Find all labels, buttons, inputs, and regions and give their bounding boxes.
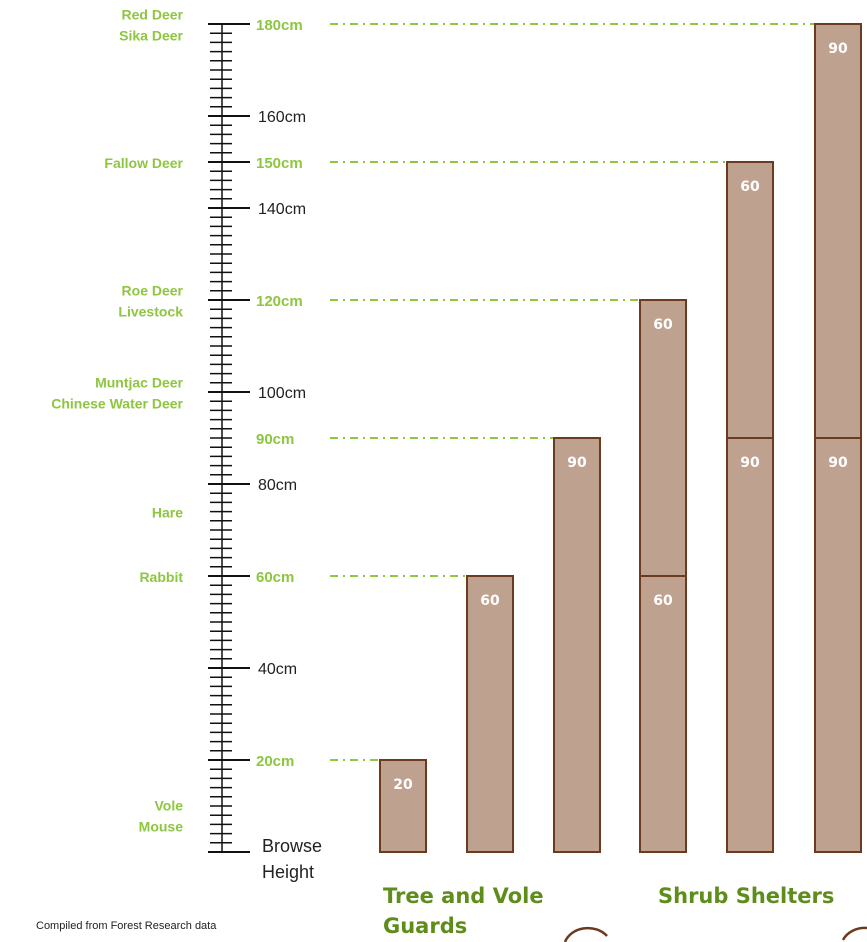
segment-value-label: 90 <box>828 455 848 471</box>
guard-segment <box>814 437 862 853</box>
guard-columns: 20 60 90 60 60 90 60 90 90 <box>379 23 862 853</box>
scale-label: 40cm <box>258 661 297 678</box>
segment-value-label: 60 <box>653 593 673 609</box>
segment-value-label: 90 <box>567 455 587 471</box>
threshold-label: 150cm <box>256 155 303 172</box>
guard-segment <box>726 161 774 439</box>
threshold-label: 180cm <box>256 17 303 34</box>
animal-label: Red Deer <box>122 7 184 23</box>
tree-guards-heading-line-2: Guards <box>383 914 467 938</box>
cropped-circle-decoration <box>563 926 608 942</box>
scale-labels: 160cm 140cm 100cm 80cm 40cm Browse Height 180cm… <box>256 17 322 882</box>
guard-segment <box>553 437 601 853</box>
animal-label: Hare <box>152 505 183 521</box>
animal-label: Roe Deer <box>122 283 184 299</box>
height-ruler <box>208 23 250 853</box>
scale-label: 160cm <box>258 109 306 126</box>
guard-segment <box>379 759 427 853</box>
scale-label: 140cm <box>258 201 306 218</box>
threshold-leader-lines <box>330 23 815 761</box>
animal-label: Sika Deer <box>119 28 183 44</box>
browse-height-label: Browse <box>262 836 322 856</box>
animal-label: Fallow Deer <box>104 155 183 171</box>
scale-label: 100cm <box>258 385 306 402</box>
animal-label: Chinese Water Deer <box>51 396 183 412</box>
threshold-label: 90cm <box>256 431 294 448</box>
footer: Tree and Vole Guards Shrub Shelters Comp… <box>36 884 867 942</box>
segment-value-label: 60 <box>740 179 760 195</box>
browse-height-label: Height <box>262 862 314 882</box>
scale-label: 80cm <box>258 477 297 494</box>
threshold-label: 20cm <box>256 753 294 770</box>
animal-label: Vole <box>154 798 183 814</box>
shrub-shelters-heading: Shrub Shelters <box>658 884 834 908</box>
segment-value-label: 60 <box>653 317 673 333</box>
animal-labels: Red Deer Sika Deer Fallow Deer Roe Deer Live… <box>51 7 183 835</box>
source-footnote: Compiled from Forest Research data <box>36 920 217 932</box>
tree-guards-heading-line-1: Tree and Vole <box>383 884 544 908</box>
animal-label: Mouse <box>139 819 184 835</box>
guard-segment <box>466 575 514 853</box>
guard-segment <box>639 575 687 853</box>
animal-label: Rabbit <box>139 569 183 585</box>
animal-label: Muntjac Deer <box>95 375 183 391</box>
segment-value-label: 90 <box>740 455 760 471</box>
segment-value-label: 60 <box>480 593 500 609</box>
segment-value-label: 20 <box>393 777 413 793</box>
guard-segment <box>814 23 862 439</box>
threshold-label: 120cm <box>256 293 303 310</box>
guard-segment <box>726 437 774 853</box>
animal-label: Livestock <box>118 304 183 320</box>
guard-segment <box>639 299 687 577</box>
threshold-label: 60cm <box>256 569 294 586</box>
cropped-circle-decoration <box>841 926 867 941</box>
segment-value-label: 90 <box>828 41 848 57</box>
